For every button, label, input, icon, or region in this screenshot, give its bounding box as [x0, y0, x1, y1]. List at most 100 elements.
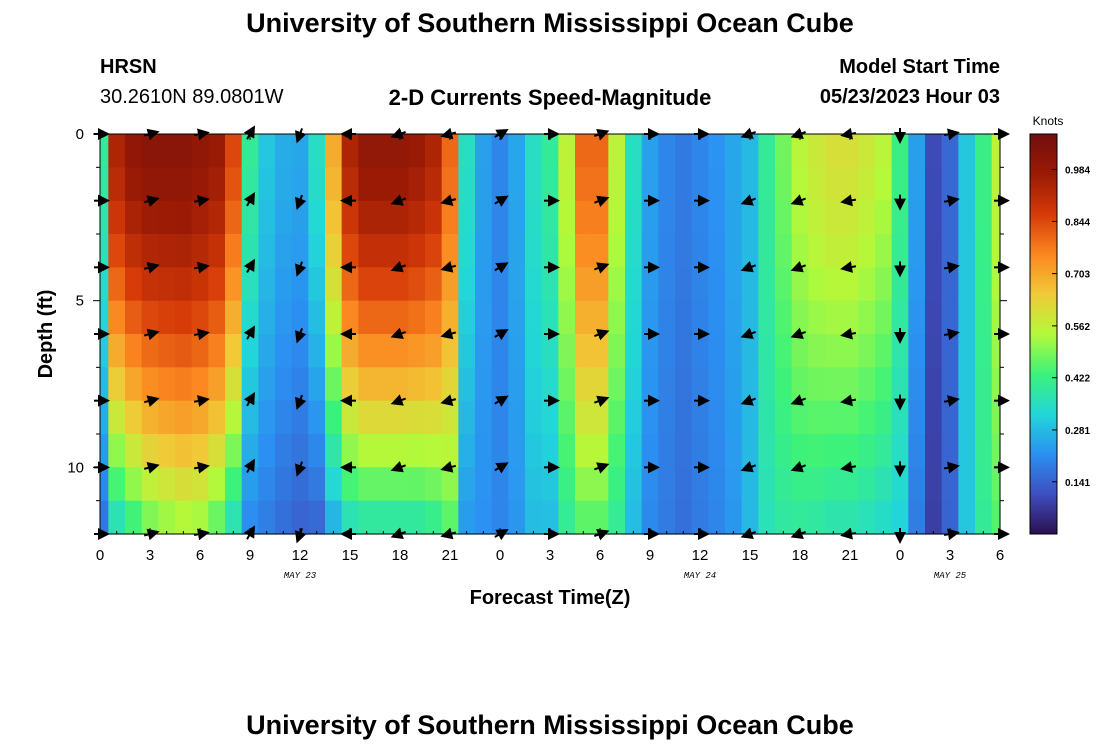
current-vector-arrow [943, 195, 960, 207]
heatmap-cell [758, 134, 776, 168]
heatmap-cell [925, 134, 943, 168]
heatmap-cell [608, 267, 626, 302]
heatmap-cell [841, 334, 859, 368]
current-vector-arrow [790, 394, 806, 406]
heatmap-cell [858, 400, 876, 435]
current-vector-arrow [143, 328, 160, 341]
current-vector-arrow [840, 194, 857, 207]
heatmap-cell [925, 167, 943, 202]
x-tick-label: 12 [692, 547, 709, 564]
heatmap-cell [391, 334, 409, 368]
heatmap-cell [241, 334, 259, 368]
heatmap-cell [491, 434, 509, 468]
heatmap-cell [175, 434, 193, 468]
heatmap-cell [941, 234, 959, 268]
heatmap-cell [975, 300, 993, 335]
heatmap-cell [625, 134, 643, 168]
heatmap-cell [725, 467, 743, 502]
heatmap-cell [741, 434, 759, 468]
colorbar-tick-label: 0.281 [1065, 426, 1090, 437]
heatmap-cell [925, 300, 943, 335]
heatmap-cell [825, 434, 843, 468]
heatmap-cell [441, 267, 459, 302]
heatmap-cell [408, 400, 426, 435]
heatmap-cell [958, 334, 976, 368]
heatmap-cell [158, 134, 176, 168]
heatmap-cell [358, 467, 376, 502]
heatmap-cell [775, 200, 793, 235]
heatmap-cell [975, 200, 993, 235]
heatmap-cell [741, 200, 759, 235]
heatmap-cell [100, 134, 109, 168]
heatmap-cell [108, 300, 126, 335]
heatmap-cell [591, 200, 609, 235]
heatmap-cell [375, 300, 393, 335]
heatmap-cell [100, 400, 109, 435]
current-vector-arrow [594, 329, 610, 341]
current-vector-arrow [943, 328, 960, 341]
current-vector-arrow [740, 461, 756, 473]
heatmap-cell [208, 200, 226, 235]
heatmap-cell [558, 167, 576, 202]
heatmap-cell [691, 500, 709, 535]
current-vector-arrow [790, 261, 806, 273]
x-tick-label: 6 [196, 547, 204, 564]
heatmap-cell [125, 234, 143, 268]
colorbar-tick-label: 0.141 [1065, 478, 1090, 489]
heatmap-cell [141, 400, 159, 435]
page-title: University of Southern Mississippi Ocean… [246, 8, 854, 38]
heatmap-cell [708, 200, 726, 235]
heatmap-cell [641, 400, 659, 435]
heatmap-cell [475, 467, 493, 502]
heatmap-cell [375, 467, 393, 502]
heatmap-cell [825, 134, 843, 168]
heatmap-cell [458, 267, 476, 302]
heatmap-cell [491, 300, 509, 335]
heatmap-cell [858, 367, 876, 402]
heatmap-cell [525, 200, 543, 235]
heatmap-cell [908, 267, 926, 302]
heatmap-cell [591, 267, 609, 302]
heatmap-cell [241, 234, 259, 268]
heatmap-cell [725, 367, 743, 402]
heatmap-cell [858, 200, 876, 235]
heatmap-cell [225, 300, 243, 335]
heatmap-cell [625, 300, 643, 335]
heatmap-cell [425, 467, 443, 502]
heatmap-cell [441, 434, 459, 468]
heatmap-cell [308, 200, 326, 235]
heatmap-cell [425, 167, 443, 202]
heatmap-cell [991, 500, 1001, 535]
heatmap-cell [791, 300, 809, 335]
heatmap-cell [508, 234, 526, 268]
heatmap-cell [191, 167, 209, 202]
heatmap-cell [375, 134, 393, 168]
heatmap-cell [341, 400, 359, 435]
heatmap-cell [575, 400, 593, 435]
heatmap-cell [658, 334, 676, 368]
heatmap-cell [758, 400, 776, 435]
heatmap-cell [158, 300, 176, 335]
heatmap-cell [175, 167, 193, 202]
heatmap-cell [708, 267, 726, 302]
heatmap-cell [941, 200, 959, 235]
heatmap-cell [791, 267, 809, 302]
heatmap-cell [708, 167, 726, 202]
heatmap-cell [325, 167, 343, 202]
heatmap-cell [291, 234, 309, 268]
heatmap-cell [525, 234, 543, 268]
heatmap-cell [825, 467, 843, 502]
heatmap-cell [658, 434, 676, 468]
heatmap-cell [391, 400, 409, 435]
heatmap-cell [775, 167, 793, 202]
heatmap-cell [575, 167, 593, 202]
heatmap-cell [100, 167, 109, 202]
current-vector-arrow [143, 462, 160, 474]
heatmap-cell [491, 400, 509, 435]
heatmap-cell [825, 234, 843, 268]
heatmap-cell [558, 234, 576, 268]
heatmap-cell [375, 434, 393, 468]
heatmap-cell [575, 234, 593, 268]
heatmap-cell [925, 434, 943, 468]
heatmap-cell [475, 400, 493, 435]
